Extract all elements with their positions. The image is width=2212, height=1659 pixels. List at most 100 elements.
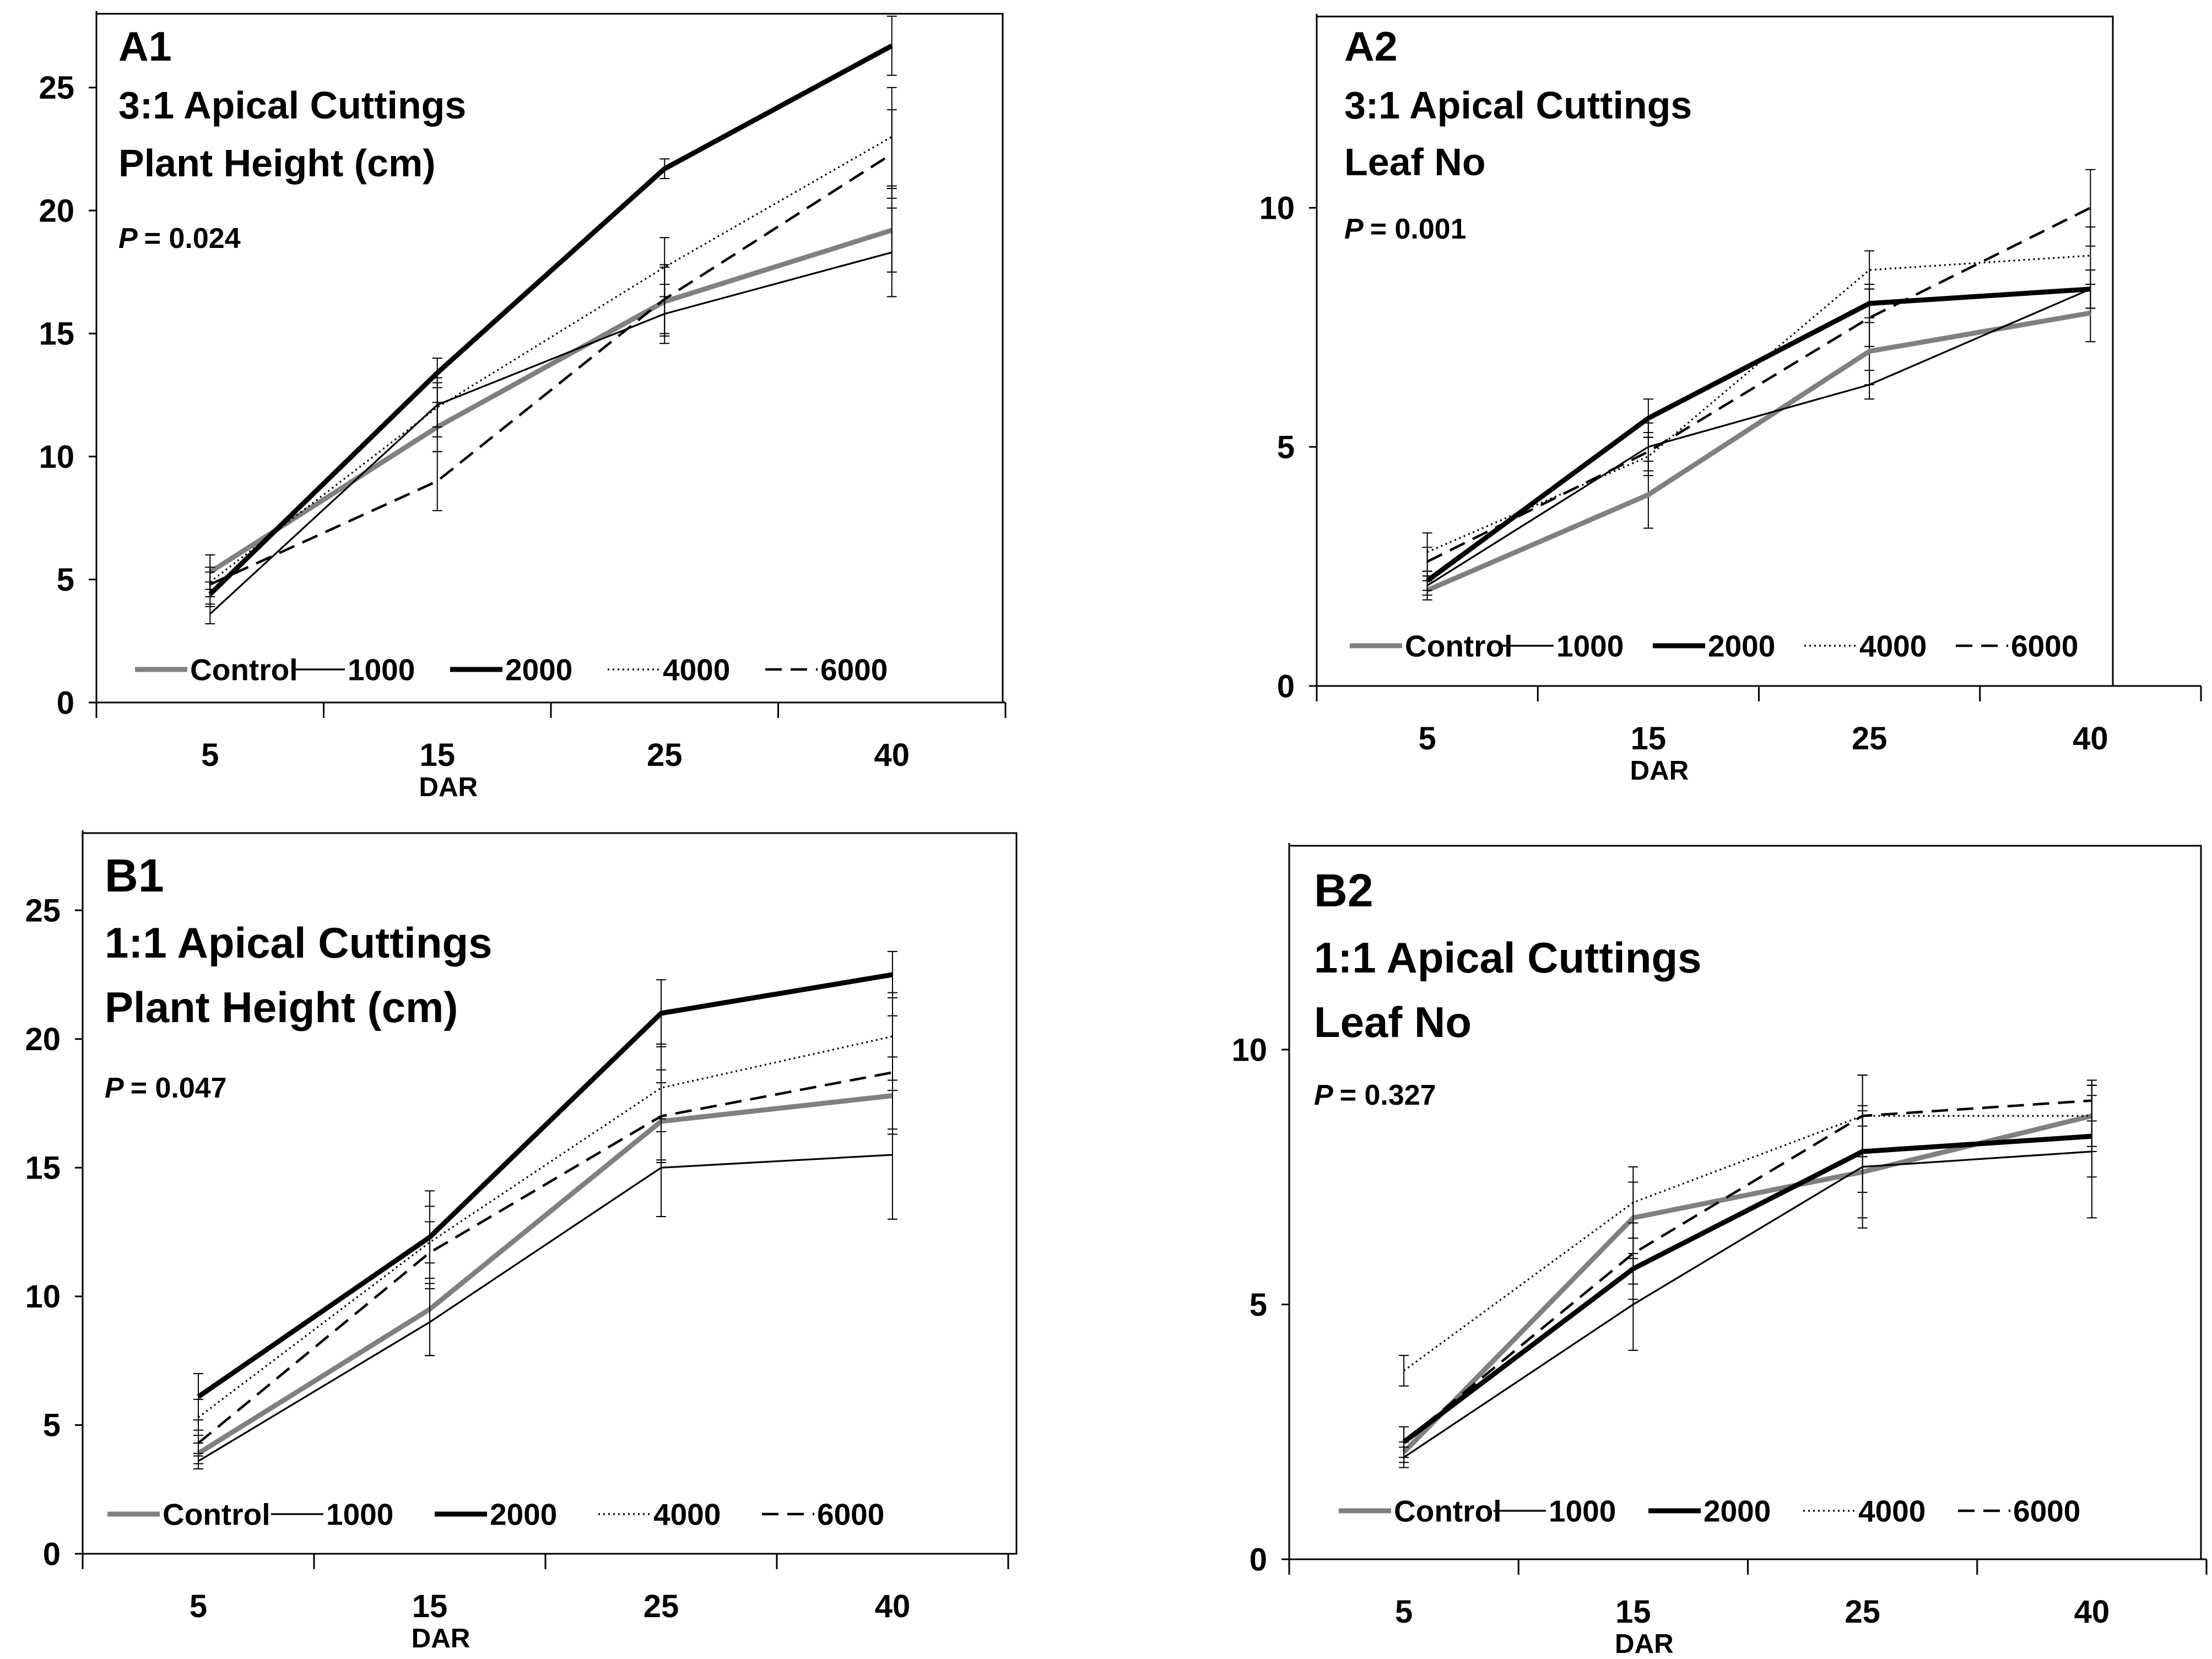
- panel-subtitle: 3:1 Apical Cuttings: [118, 84, 466, 127]
- x-tick-label: 25: [643, 1588, 679, 1624]
- p-value: P = 0.047: [105, 1072, 227, 1104]
- error-bar-6000: [886, 109, 897, 199]
- x-axis-title: DAR: [1630, 755, 1689, 786]
- legend-label-control: Control: [1394, 1494, 1502, 1528]
- panel-label: B2: [1314, 864, 1373, 916]
- error-bar-6000: [193, 1429, 203, 1457]
- y-tick-label: 5: [1250, 1287, 1267, 1323]
- x-tick-label: 40: [2074, 1594, 2110, 1630]
- legend-label-1000: 1000: [1556, 629, 1624, 663]
- y-tick-label: 10: [1231, 1032, 1267, 1068]
- series-line-6000: [197, 1071, 893, 1444]
- p-symbol: P: [1314, 1079, 1333, 1111]
- legend-label-2000: 2000: [1708, 629, 1775, 663]
- y-tick-label: 25: [25, 893, 61, 928]
- legend-label-2000: 2000: [490, 1497, 557, 1531]
- y-tick-label: 0: [1250, 1542, 1267, 1577]
- error-bar-6000: [1643, 432, 1653, 472]
- legend-label-6000: 6000: [820, 652, 888, 687]
- series-line-control: [1426, 310, 2091, 593]
- series-line-2000: [208, 44, 893, 596]
- p-number: = 0.327: [1340, 1079, 1436, 1111]
- y-tick-label: 25: [39, 70, 74, 106]
- series-group: [1422, 169, 2096, 601]
- legend-label-control: Control: [163, 1497, 271, 1531]
- y-tick-label: 5: [1277, 429, 1295, 465]
- legend-label-6000: 6000: [2013, 1494, 2080, 1528]
- x-axis-title: DAR: [1615, 1629, 1674, 1659]
- y-tick-label: 0: [1277, 668, 1295, 704]
- x-tick-label: 25: [1852, 721, 1887, 756]
- legend-label-6000: 6000: [2011, 629, 2078, 663]
- y-tick-label: 20: [25, 1022, 61, 1057]
- legend: Control 1000 2000 4000 6000: [1350, 629, 2078, 663]
- error-bar-6000: [1864, 288, 1875, 347]
- legend-label-1000: 1000: [348, 652, 415, 687]
- panel-title: Leaf No: [1314, 998, 1472, 1046]
- series-line-2000: [197, 972, 893, 1399]
- series-line-1000: [1426, 288, 2091, 587]
- legend-label-4000: 4000: [1859, 629, 1927, 663]
- legend-label-6000: 6000: [817, 1497, 884, 1531]
- y-tick-label: 0: [57, 685, 74, 721]
- legend-label-2000: 2000: [505, 652, 572, 687]
- x-tick-label: 15: [1615, 1594, 1651, 1630]
- x-tick-label: 15: [1631, 721, 1667, 756]
- x-tick-label: 5: [1395, 1594, 1413, 1630]
- legend-label-4000: 4000: [663, 652, 730, 687]
- legend-label-control: Control: [190, 652, 298, 687]
- series-line-control: [208, 228, 893, 575]
- x-tick-label: 40: [874, 737, 910, 773]
- error-bar-2000: [886, 15, 897, 76]
- series-group: [1399, 1074, 2097, 1468]
- panel-label: A2: [1344, 24, 1398, 70]
- panel-label: A1: [118, 24, 172, 70]
- error-bar-6000: [2086, 1079, 2097, 1122]
- p-symbol: P: [1344, 213, 1364, 245]
- series-line-4000: [1403, 1115, 2092, 1372]
- legend-label-control: Control: [1405, 629, 1513, 663]
- p-value: P = 0.327: [1314, 1079, 1436, 1111]
- error-bar-6000: [1628, 1222, 1638, 1285]
- y-tick-label: 20: [39, 193, 74, 229]
- p-value: P = 0.024: [118, 223, 241, 255]
- series-line-4000: [1426, 255, 2091, 553]
- x-tick-label: 25: [647, 737, 683, 773]
- series-line-1000: [1403, 1150, 2092, 1458]
- x-axis-title: DAR: [412, 1623, 470, 1653]
- series-line-1000: [209, 251, 893, 615]
- p-value: P = 0.001: [1344, 213, 1467, 245]
- panel-A1: A1 3:1 Apical Cuttings Plant Height (cm)…: [39, 11, 1007, 802]
- x-tick-label: 15: [412, 1588, 448, 1624]
- x-tick-label: 5: [201, 737, 219, 773]
- y-tick-label: 10: [25, 1279, 61, 1315]
- legend: Control 1000 2000 4000 6000: [107, 1497, 884, 1531]
- series-line-4000: [198, 1035, 893, 1418]
- series-group: [193, 950, 897, 1469]
- series-group: [205, 15, 897, 625]
- series-line-1000: [198, 1154, 893, 1462]
- panel-title: Plant Height (cm): [118, 142, 436, 185]
- y-tick-label: 15: [25, 1150, 61, 1186]
- panel-subtitle: 1:1 Apical Cuttings: [105, 918, 493, 967]
- error-bar-6000: [205, 571, 215, 598]
- error-bar-6000: [425, 1221, 435, 1284]
- panel-subtitle: 1:1 Apical Cuttings: [1314, 933, 1702, 982]
- p-number: = 0.047: [131, 1072, 227, 1104]
- error-bar-4000: [432, 377, 442, 437]
- panel-B1: B1 1:1 Apical Cuttings Plant Height (cm)…: [25, 830, 1018, 1653]
- series-line-2000: [1425, 287, 2091, 583]
- x-tick-label: 40: [875, 1588, 911, 1624]
- x-axis-title: DAR: [419, 772, 478, 802]
- series-line-6000: [209, 153, 893, 586]
- legend-label-4000: 4000: [653, 1497, 721, 1531]
- x-tick-label: 5: [190, 1588, 207, 1624]
- series-line-4000: [209, 136, 893, 583]
- y-tick-label: 5: [57, 562, 74, 598]
- y-tick-label: 0: [43, 1536, 61, 1572]
- error-bar-6000: [432, 451, 442, 511]
- p-symbol: P: [118, 223, 138, 255]
- legend: Control 1000 2000 4000 6000: [1339, 1494, 2080, 1528]
